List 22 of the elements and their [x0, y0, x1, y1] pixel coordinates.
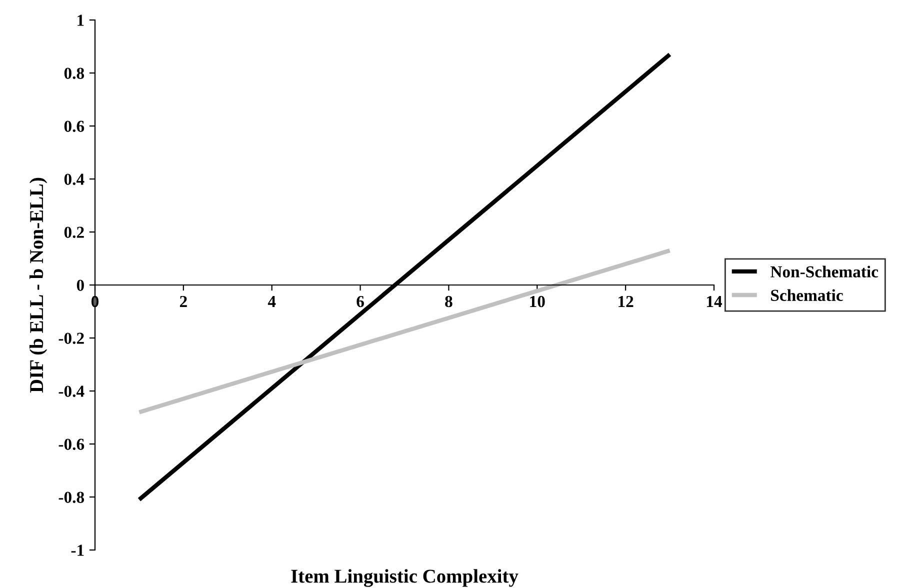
x-tick-label: 8	[445, 296, 452, 308]
legend-label: Schematic	[771, 289, 843, 301]
y-tick-label: -0.2	[58, 332, 84, 344]
x-tick-label: 10	[530, 296, 545, 308]
x-tick-label: 4	[268, 296, 276, 307]
y-tick-label: -0.8	[58, 492, 84, 504]
x-tick-label: 12	[618, 296, 634, 307]
x-axis-title: Item Linguistic Complexity	[291, 569, 518, 587]
y-tick-label: -1	[71, 544, 84, 556]
y-tick-label: 0.8	[64, 68, 84, 80]
y-axis-title: DIF (b ELL - b Non-ELL)	[29, 178, 48, 393]
legend-label: Non-Schematic	[770, 266, 878, 278]
y-tick-label: 0	[76, 280, 84, 291]
y-tick-label: 1	[78, 14, 84, 26]
x-tick-label: 6	[356, 296, 364, 308]
y-tick-label: 0.6	[64, 120, 84, 132]
y-tick-label: -0.4	[58, 386, 84, 398]
y-tick-label: -0.6	[58, 438, 84, 450]
y-tick-label: 0.2	[64, 226, 84, 238]
x-tick-label: 2	[180, 296, 187, 307]
x-tick-label: 14	[707, 296, 722, 307]
y-tick-label: 0.4	[64, 174, 84, 186]
